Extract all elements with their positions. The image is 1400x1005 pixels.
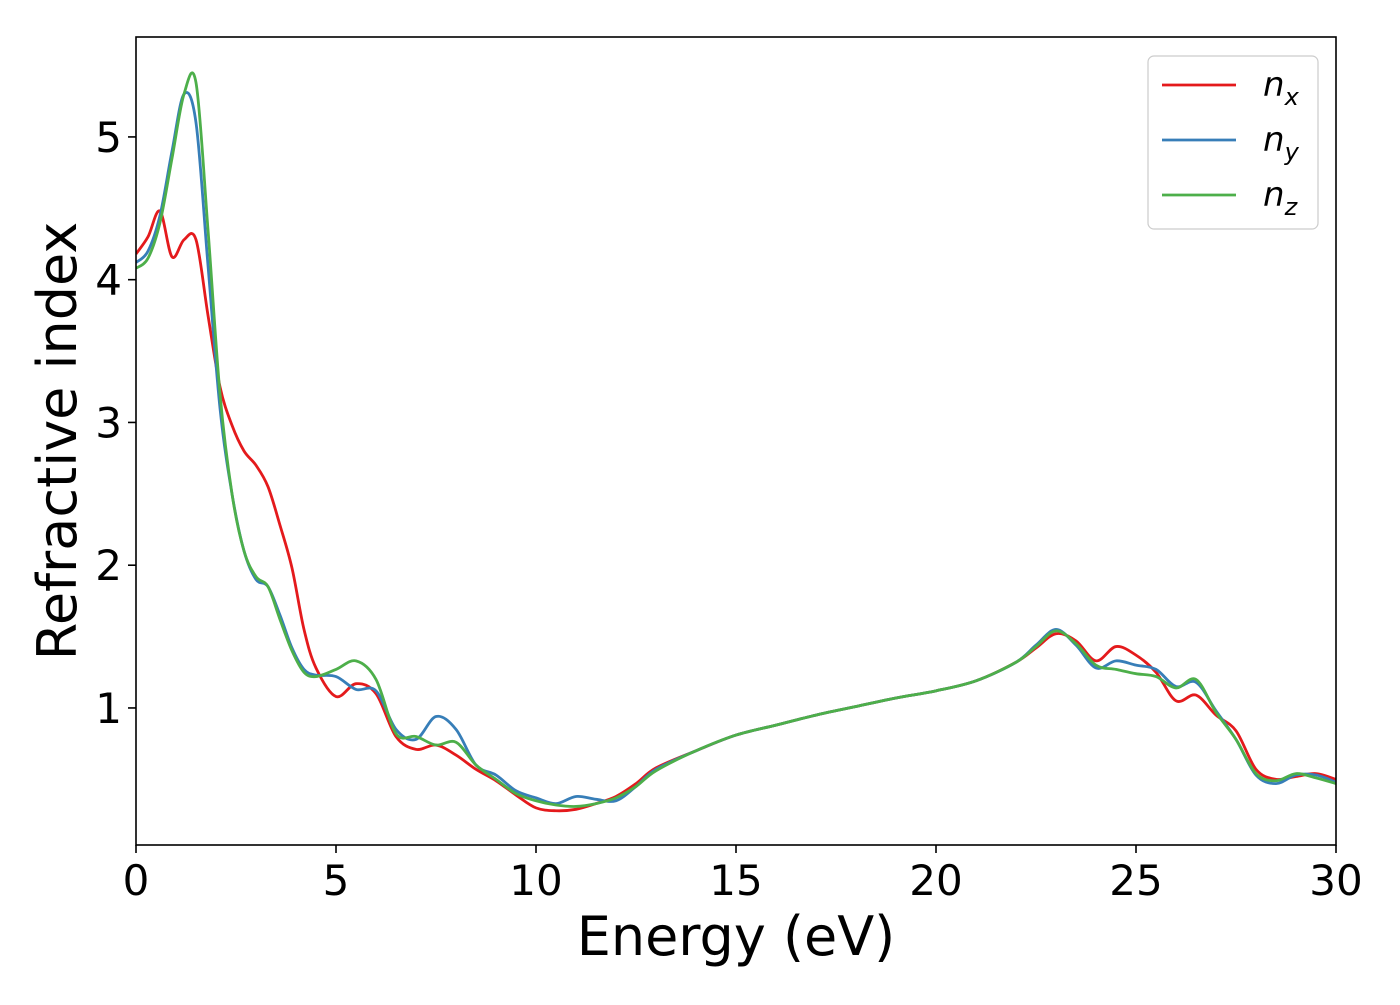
y-axis-label: Refractive index [26,222,89,661]
x-axis-label: Energy (eV) [577,905,896,968]
x-axis-ticks: 0 5 10 15 20 25 30 [123,845,1363,905]
x-tick-label: 5 [323,856,350,905]
legend-label-y: ny [1263,120,1300,166]
y-tick-label: 1 [95,684,122,733]
y-tick-label: 3 [95,398,122,447]
x-tick-label: 25 [1109,856,1162,905]
series-layer [136,71,1336,813]
legend-label-x: nx [1263,65,1300,111]
x-tick-label: 20 [909,856,962,905]
series-line-z [136,71,1336,808]
y-axis-ticks: 1 2 3 4 5 [95,113,136,733]
x-tick-label: 0 [123,856,150,905]
x-tick-label: 10 [509,856,562,905]
legend-box [1147,55,1319,230]
x-tick-label: 30 [1309,856,1362,905]
y-tick-label: 5 [95,113,122,162]
x-tick-label: 15 [709,856,762,905]
series-line-x [136,209,1336,813]
y-tick-label: 4 [95,256,122,305]
y-tick-label: 2 [95,541,122,590]
